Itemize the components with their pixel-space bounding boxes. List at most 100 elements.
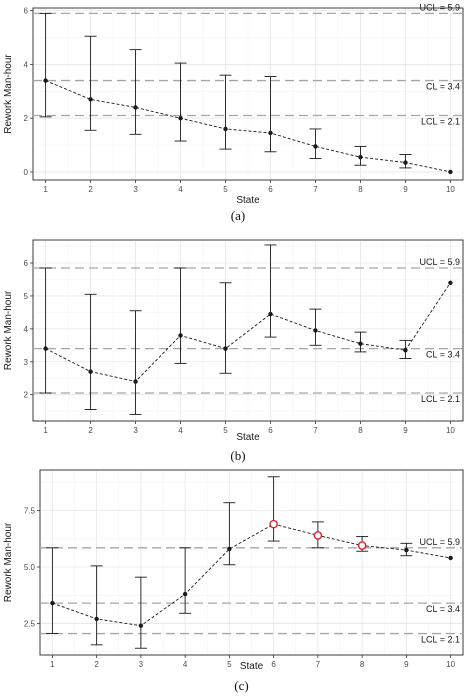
x-tick-label: 8 [358, 185, 363, 194]
x-tick-label: 5 [223, 426, 228, 435]
y-tick-label: 4 [24, 60, 29, 69]
data-point [182, 591, 188, 597]
y-tick-label: 5 [24, 292, 29, 301]
data-point [448, 280, 453, 285]
control-line-label: UCL = 5.9 [420, 257, 460, 267]
x-axis-label: State [236, 432, 260, 443]
data-point [268, 311, 273, 317]
x-tick-label: 7 [313, 426, 318, 435]
data-point [448, 169, 453, 175]
x-tick-label: 3 [133, 185, 138, 194]
control-line-label: CL = 3.4 [426, 82, 460, 92]
error-bar [219, 282, 232, 374]
data-point [227, 546, 232, 552]
error-bar [39, 12, 52, 118]
error-bar [46, 547, 59, 635]
data-point [178, 333, 183, 338]
x-tick-label: 10 [446, 660, 455, 669]
data-point [138, 623, 144, 628]
panel-caption: (a) [231, 208, 245, 223]
data-point-highlighted [269, 519, 278, 529]
y-tick-label: 2 [24, 391, 29, 400]
x-tick-label: 10 [446, 185, 455, 194]
y-tick-label: 6 [24, 259, 29, 268]
y-tick-label: 4 [24, 325, 29, 334]
data-point [223, 346, 228, 351]
data-point [313, 144, 318, 149]
data-point [43, 78, 48, 83]
error-bar [134, 576, 147, 649]
data-point [133, 105, 138, 110]
error-bar [39, 267, 52, 394]
data-point-highlighted [357, 541, 367, 550]
x-tick-label: 2 [94, 660, 99, 669]
data-point [88, 97, 93, 102]
control-line-label: UCL = 5.9 [420, 2, 460, 12]
control-line-label: LCL = 2.1 [421, 394, 460, 404]
panel-caption: (c) [234, 678, 248, 693]
data-point [448, 555, 453, 561]
error-bar [223, 502, 236, 566]
x-tick-label: 4 [183, 660, 188, 669]
chart-panel-2: UCL = 5.9 CL = 3.4 LCL = 2.1 2 3 4 5 6 1 2 3 4 5 6 7 8 9… [3, 239, 464, 463]
data-point-highlighted [313, 531, 323, 540]
chart-panel-3: UCL = 5.9 CL = 3.4 LCL = 2.1 2.5 5.0 7.5 1 2 3 4 5… [3, 469, 464, 693]
control-line-label: LCL = 2.1 [421, 635, 460, 645]
data-point [403, 348, 408, 353]
error-bar [174, 267, 187, 364]
y-tick-label: 2 [24, 114, 29, 123]
y-axis-label: Rework Man-hour [3, 522, 14, 602]
error-bar [264, 76, 277, 153]
x-tick-label: 2 [88, 426, 93, 435]
data-point [358, 341, 363, 346]
error-bar [309, 128, 322, 159]
y-axis-label: Rework Man-hour [3, 54, 14, 134]
y-tick-label: 0 [24, 168, 29, 177]
series-line [45, 282, 451, 382]
x-tick-label: 6 [268, 426, 273, 435]
error-bar [309, 308, 322, 346]
x-tick-label: 2 [88, 185, 93, 194]
data-point [313, 328, 318, 333]
data-point [50, 600, 55, 606]
x-tick-label: 4 [178, 426, 183, 435]
error-bar [267, 476, 280, 542]
error-bar [129, 49, 142, 135]
data-point [268, 130, 273, 136]
error-bar [84, 293, 97, 410]
x-tick-label: 5 [227, 660, 232, 669]
error-bar [129, 310, 142, 415]
data-point [133, 379, 138, 384]
x-tick-label: 5 [223, 185, 228, 194]
x-tick-label: 7 [313, 185, 318, 194]
error-bar [90, 565, 103, 646]
error-bar [219, 74, 232, 150]
plot-border [32, 7, 464, 181]
panel-caption: (b) [230, 448, 245, 463]
x-axis-label: State [240, 661, 264, 672]
x-tick-label: 3 [133, 426, 138, 435]
x-tick-label: 6 [268, 185, 273, 194]
data-point [403, 160, 408, 165]
data-point [43, 346, 48, 351]
x-tick-label: 9 [403, 426, 408, 435]
x-axis-label: State [236, 195, 260, 206]
x-tick-label: 9 [404, 660, 409, 669]
y-tick-label: 6 [24, 7, 29, 16]
y-tick-label: 5.0 [24, 563, 36, 572]
data-point [404, 547, 409, 553]
series-line [45, 80, 451, 173]
data-point [88, 369, 93, 374]
y-tick-label: 2.5 [24, 619, 36, 628]
x-tick-label: 1 [50, 660, 55, 669]
data-point [223, 126, 228, 132]
data-point [178, 115, 183, 121]
y-tick-label: 7.5 [24, 507, 36, 516]
error-bar [179, 547, 192, 614]
x-tick-label: 3 [139, 660, 144, 669]
x-tick-label: 1 [43, 185, 48, 194]
control-line-label: CL = 3.4 [426, 350, 460, 360]
x-tick-label: 8 [358, 426, 363, 435]
y-tick-label: 3 [24, 358, 29, 367]
